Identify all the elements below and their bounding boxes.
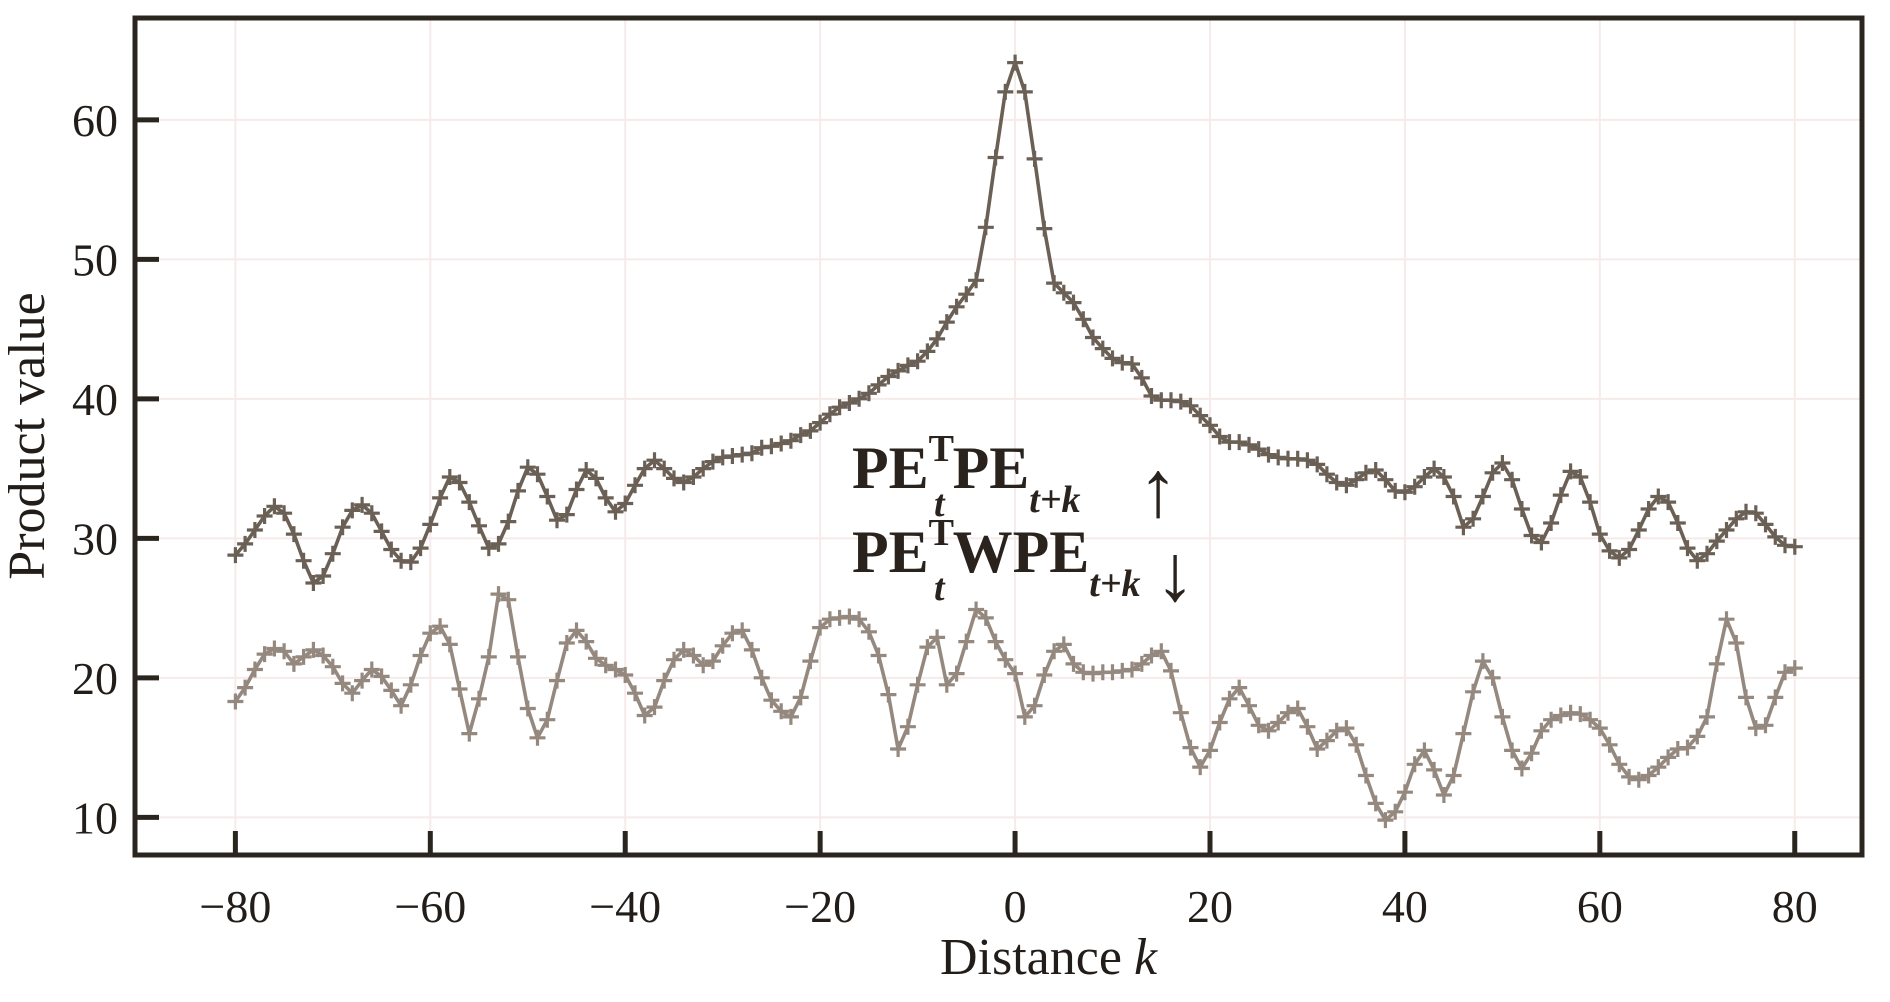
- down-arrow-icon: ↓: [1155, 530, 1195, 618]
- tick-labels: 10 20 30 40 50 60 −80 −60 −40 −20 0 20 40 60 80: [72, 95, 1818, 932]
- y-tick-label: 20: [72, 653, 118, 704]
- series-pe-pe-markers: [227, 54, 1803, 591]
- x-tick-label: 20: [1187, 881, 1233, 932]
- y-tick-label: 60: [72, 95, 118, 146]
- x-tick-label: 60: [1577, 881, 1623, 932]
- y-tick-label: 50: [72, 234, 118, 285]
- y-tick-label: 30: [72, 513, 118, 564]
- x-tick-label: −20: [784, 881, 856, 932]
- annotation-pe-wpe: PET tWPEt+k: [852, 512, 1140, 609]
- x-axis-title: Distance k: [940, 929, 1158, 986]
- x-tick-label: 40: [1382, 881, 1428, 932]
- up-arrow-icon: ↑: [1138, 446, 1178, 534]
- y-tick-label: 40: [72, 374, 118, 425]
- x-tick-label: −40: [589, 881, 661, 932]
- annotation-pe-pe: PET tPEt+k: [852, 428, 1080, 525]
- y-tick-label: 10: [72, 792, 118, 843]
- data-series: [227, 54, 1803, 829]
- series-pe-wpe-markers: [227, 586, 1803, 829]
- y-axis-title: Product value: [0, 292, 56, 579]
- x-tick-label: −60: [394, 881, 466, 932]
- x-tick-label: 0: [1004, 881, 1027, 932]
- axis-ticks: [135, 117, 1798, 855]
- x-tick-label: 80: [1772, 881, 1818, 932]
- plot-border: [132, 15, 1865, 858]
- x-tick-label: −80: [199, 881, 271, 932]
